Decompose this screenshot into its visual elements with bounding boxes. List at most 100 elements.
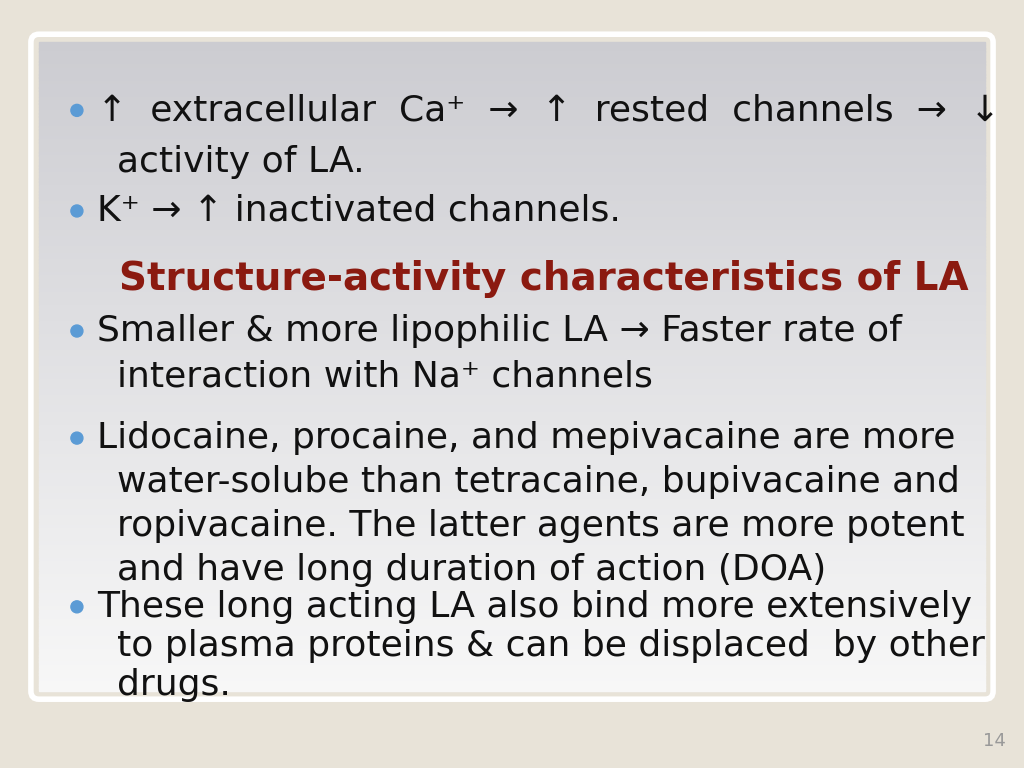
Bar bbox=[39, 120, 985, 124]
Bar bbox=[39, 545, 985, 548]
Bar bbox=[39, 648, 985, 652]
Bar bbox=[39, 197, 985, 201]
Bar bbox=[39, 642, 985, 646]
Bar bbox=[39, 217, 985, 220]
Bar bbox=[39, 314, 985, 318]
Bar bbox=[39, 353, 985, 357]
Bar bbox=[39, 506, 985, 509]
Bar bbox=[39, 587, 985, 591]
Bar bbox=[39, 359, 985, 363]
Circle shape bbox=[71, 601, 83, 613]
Bar bbox=[39, 214, 985, 217]
Bar bbox=[39, 422, 985, 425]
Bar bbox=[39, 399, 985, 402]
Bar bbox=[39, 418, 985, 422]
Bar bbox=[39, 311, 985, 315]
Bar bbox=[39, 451, 985, 455]
Bar bbox=[39, 81, 985, 84]
Bar bbox=[39, 356, 985, 360]
Bar bbox=[39, 535, 985, 538]
Bar bbox=[39, 253, 985, 257]
Bar bbox=[39, 317, 985, 321]
Text: to plasma proteins & can be displaced  by other: to plasma proteins & can be displaced by… bbox=[117, 629, 985, 663]
Bar bbox=[39, 603, 985, 607]
Bar bbox=[39, 571, 985, 574]
Bar bbox=[39, 454, 985, 458]
Bar bbox=[39, 71, 985, 74]
Bar bbox=[39, 431, 985, 435]
Bar bbox=[39, 207, 985, 211]
Bar bbox=[39, 171, 985, 175]
Bar bbox=[39, 428, 985, 432]
Bar bbox=[39, 272, 985, 276]
Bar bbox=[39, 613, 985, 617]
Bar bbox=[39, 476, 985, 480]
Bar bbox=[39, 457, 985, 461]
Bar bbox=[39, 551, 985, 555]
Bar bbox=[39, 301, 985, 305]
Bar bbox=[39, 528, 985, 532]
Bar bbox=[39, 250, 985, 253]
Bar bbox=[39, 438, 985, 442]
Bar bbox=[39, 674, 985, 678]
Circle shape bbox=[71, 432, 83, 444]
Bar bbox=[39, 146, 985, 149]
Bar bbox=[39, 496, 985, 500]
Bar bbox=[39, 230, 985, 233]
Bar bbox=[39, 158, 985, 162]
Bar bbox=[39, 548, 985, 551]
Text: These long acting LA also bind more extensively: These long acting LA also bind more exte… bbox=[97, 590, 972, 624]
Bar bbox=[39, 327, 985, 331]
Bar bbox=[39, 74, 985, 78]
Circle shape bbox=[71, 325, 83, 337]
Bar bbox=[39, 486, 985, 490]
Bar bbox=[39, 308, 985, 312]
Bar bbox=[39, 139, 985, 143]
Bar bbox=[39, 639, 985, 643]
Bar bbox=[39, 155, 985, 159]
Bar bbox=[39, 632, 985, 636]
Circle shape bbox=[71, 205, 83, 217]
Bar bbox=[39, 600, 985, 604]
Text: ropivacaine. The latter agents are more potent: ropivacaine. The latter agents are more … bbox=[117, 509, 965, 544]
Bar bbox=[39, 610, 985, 614]
Bar bbox=[39, 396, 985, 399]
Bar bbox=[39, 636, 985, 639]
Bar bbox=[39, 343, 985, 347]
Bar bbox=[39, 204, 985, 207]
Bar bbox=[39, 324, 985, 328]
Bar bbox=[39, 681, 985, 685]
Text: interaction with Na⁺ channels: interaction with Na⁺ channels bbox=[117, 359, 652, 393]
Bar bbox=[39, 623, 985, 627]
Bar bbox=[39, 126, 985, 130]
Bar bbox=[39, 558, 985, 561]
Bar bbox=[39, 68, 985, 71]
Bar bbox=[39, 425, 985, 429]
Text: Smaller & more lipophilic LA → Faster rate of: Smaller & more lipophilic LA → Faster ra… bbox=[97, 314, 902, 348]
Bar bbox=[39, 406, 985, 409]
Circle shape bbox=[71, 104, 83, 117]
Bar bbox=[39, 386, 985, 389]
Bar bbox=[39, 671, 985, 675]
Bar bbox=[39, 554, 985, 558]
Bar bbox=[39, 645, 985, 649]
Bar bbox=[39, 502, 985, 506]
Bar bbox=[39, 499, 985, 503]
Bar bbox=[39, 240, 985, 243]
Bar bbox=[39, 382, 985, 386]
Bar bbox=[39, 684, 985, 688]
Bar bbox=[39, 87, 985, 91]
Bar bbox=[39, 594, 985, 597]
Bar bbox=[39, 616, 985, 620]
Bar bbox=[39, 51, 985, 55]
Bar bbox=[39, 467, 985, 471]
Bar bbox=[39, 538, 985, 542]
Bar bbox=[39, 412, 985, 415]
Bar bbox=[39, 94, 985, 98]
Bar bbox=[39, 266, 985, 270]
Bar bbox=[39, 175, 985, 178]
Bar bbox=[39, 597, 985, 601]
Bar bbox=[39, 464, 985, 467]
Bar bbox=[39, 629, 985, 633]
Bar bbox=[39, 372, 985, 376]
